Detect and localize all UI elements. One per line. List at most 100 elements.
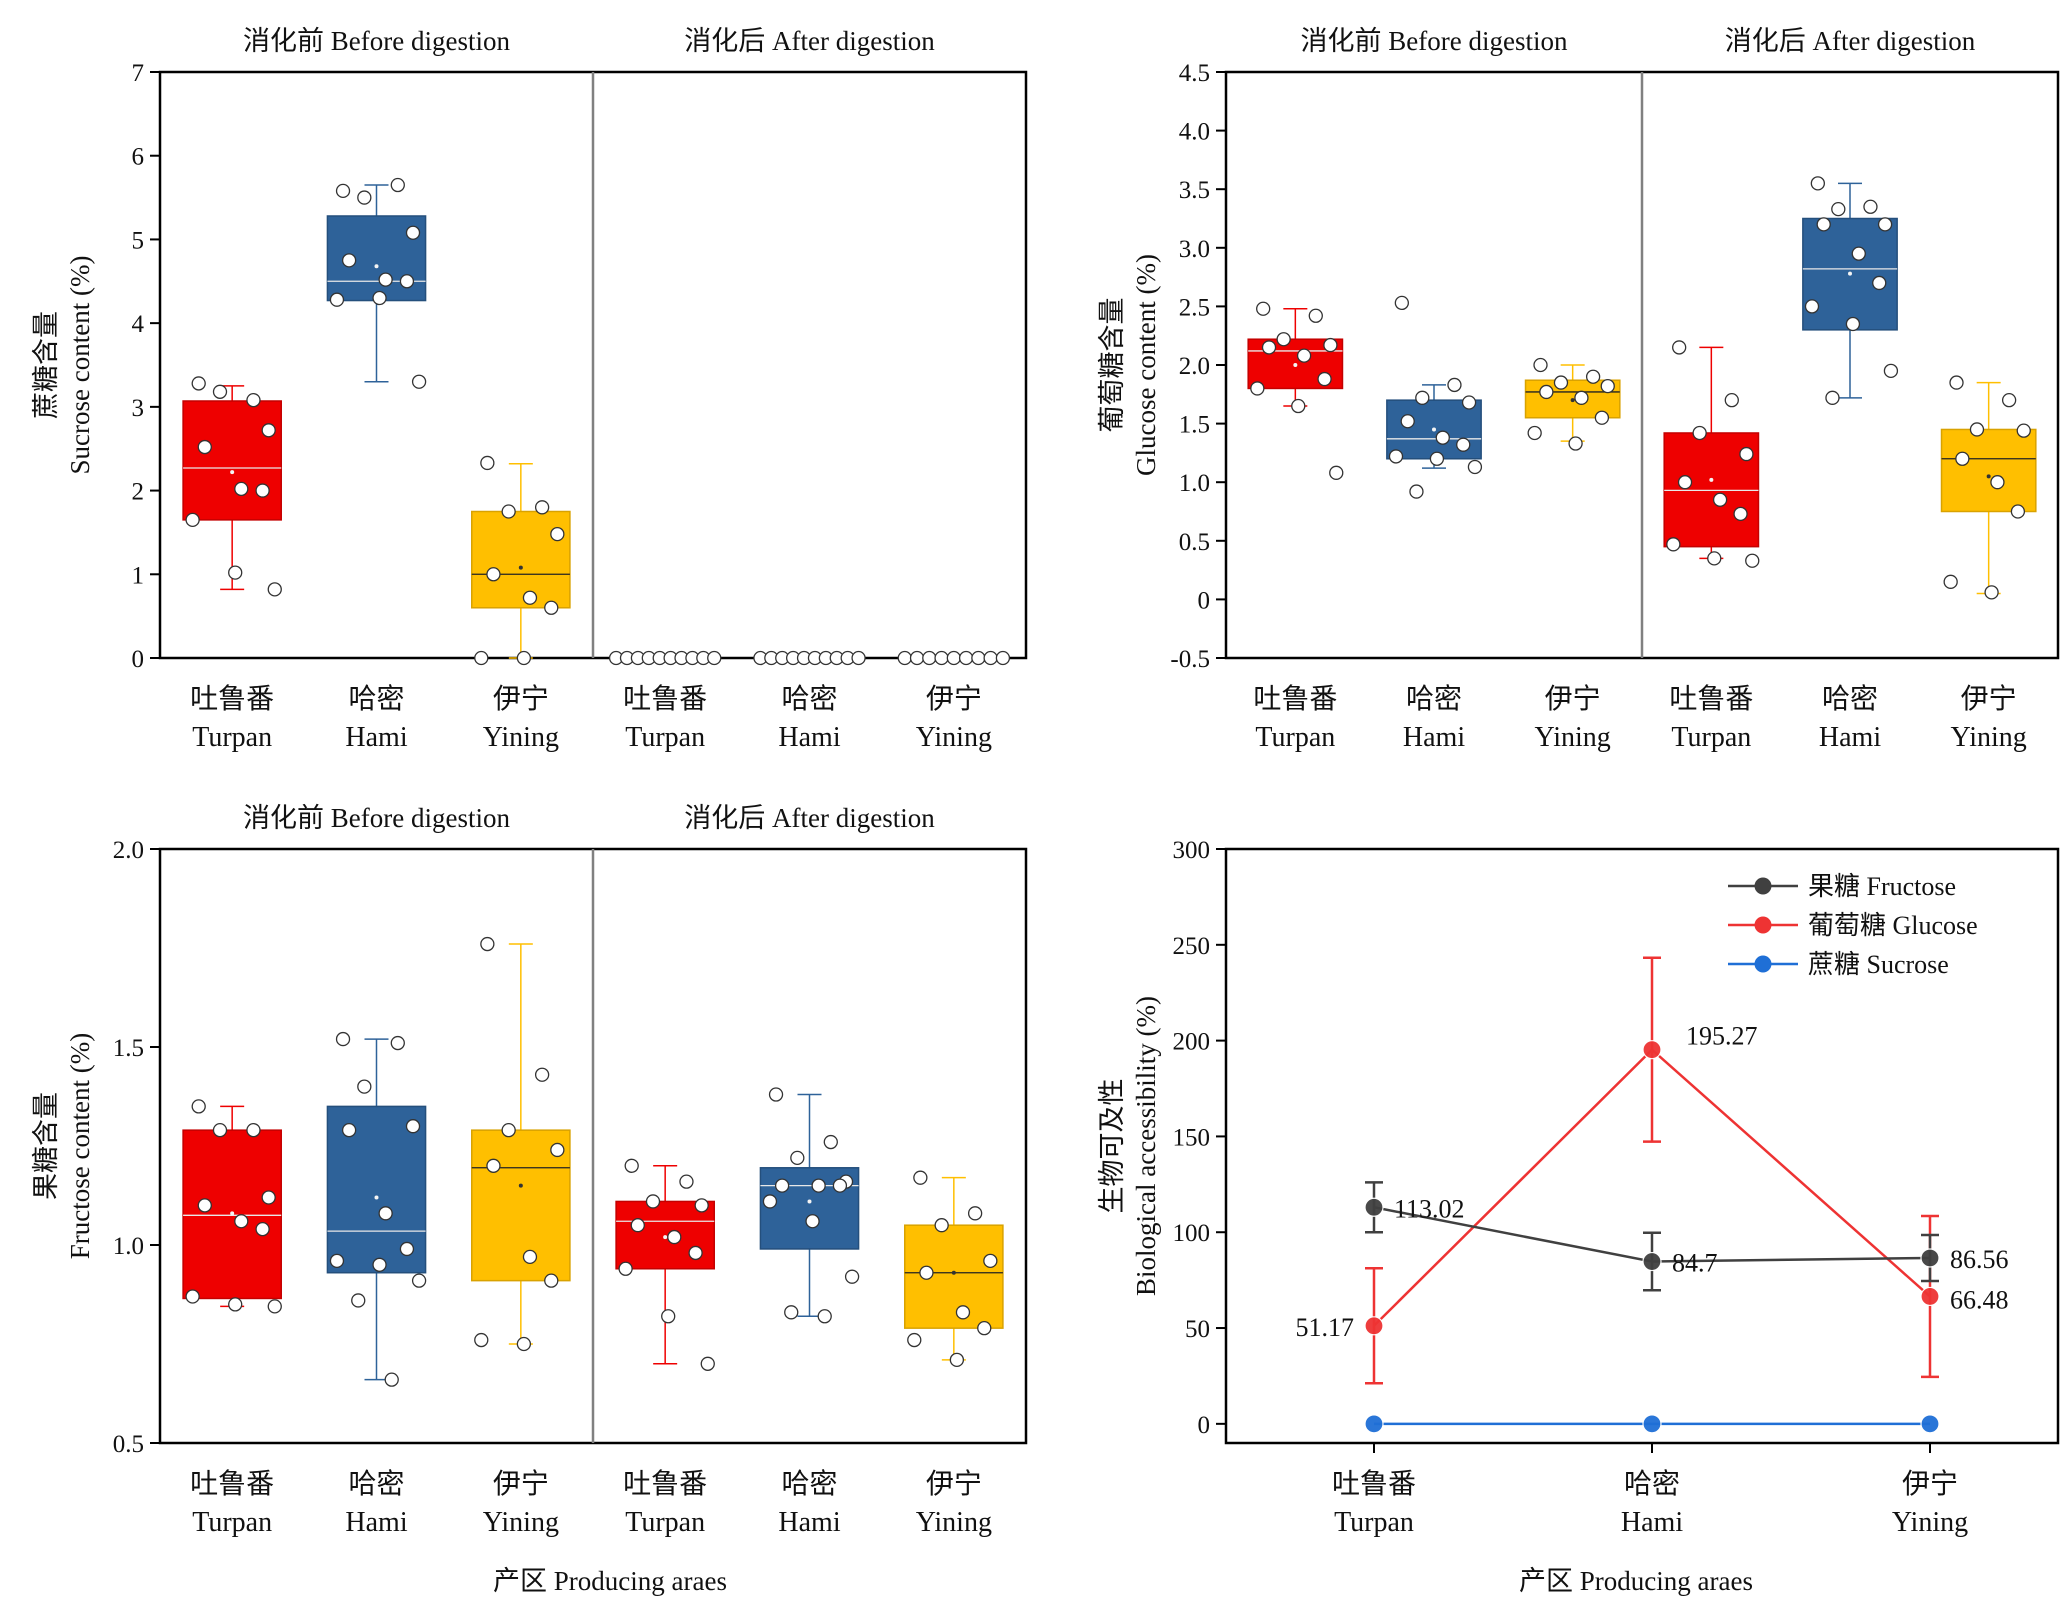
- data-point: [1447, 377, 1462, 393]
- box-mean: [230, 470, 235, 475]
- x-tick-label-cn: 伊宁: [926, 1468, 982, 1500]
- box-mean: [1848, 271, 1852, 276]
- x-tick-label-cn: 吐鲁番: [623, 683, 707, 715]
- x-tick-label-en: Yining: [916, 722, 992, 753]
- data-point: [1724, 393, 1739, 408]
- data-point: [768, 1087, 784, 1102]
- data-point: [544, 1273, 559, 1288]
- data-point: [411, 374, 427, 389]
- data-point: [1585, 369, 1601, 384]
- y-tick-label: 200: [1173, 1029, 1211, 1056]
- y-tick-label: 6: [132, 144, 145, 171]
- data-point: [1672, 340, 1687, 355]
- data-point: [1415, 390, 1430, 405]
- data-point: [1677, 475, 1693, 490]
- y-axis-title-en: Fructose content (%): [65, 1033, 95, 1259]
- series-point: [1642, 1040, 1662, 1060]
- data-point: [522, 1249, 538, 1265]
- series-point: [1920, 1248, 1940, 1268]
- legend-label: 果糖 Fructose: [1808, 872, 1956, 901]
- data-point: [832, 1178, 848, 1193]
- legend-label: 葡萄糖 Glucose: [1808, 911, 1978, 940]
- y-axis-title-cn: 生物可及性: [1097, 1079, 1127, 1214]
- box-iqr: [1940, 428, 2037, 513]
- data-point: [246, 393, 261, 408]
- box-group-turpan: 吐鲁番 Turpan: [615, 1158, 715, 1538]
- data-point: [995, 650, 1011, 666]
- x-tick-label-cn: 吐鲁番: [1332, 1468, 1416, 1500]
- data-point: [1291, 398, 1306, 414]
- y-axis-title-cn: 果糖含量: [31, 1092, 61, 1200]
- y-tick-label: 4.5: [1179, 60, 1210, 87]
- data-point: [544, 600, 559, 615]
- data-point: [255, 483, 270, 498]
- data-point: [267, 1299, 282, 1314]
- data-point: [688, 1245, 703, 1261]
- data-point: [399, 1241, 415, 1257]
- box-group-yining: 伊宁 Yining: [471, 455, 571, 753]
- data-point: [185, 1289, 200, 1304]
- series-glucose_line: 51.17 195.27 66.48: [1296, 956, 2009, 1385]
- data-point: [934, 1218, 949, 1233]
- data-point: [851, 650, 866, 666]
- y-tick-label: 2.0: [1179, 353, 1210, 380]
- box-group-turpan: 吐鲁番 Turpan: [608, 650, 722, 753]
- y-axis-title-en: Biological accessibility (%): [1131, 996, 1161, 1296]
- legend-marker: [1754, 916, 1772, 934]
- data-point: [1692, 425, 1707, 441]
- data-label: 66.48: [1950, 1285, 2009, 1314]
- data-point: [351, 1293, 366, 1308]
- y-axis-title-en: Glucose content (%): [1131, 254, 1161, 476]
- data-point: [1739, 446, 1754, 462]
- data-point: [474, 1332, 489, 1348]
- x-tick-label-en: Yining: [483, 722, 559, 753]
- data-point: [390, 1035, 405, 1051]
- section-title-before: 消化前 Before digestion: [1301, 26, 1568, 56]
- section-title-after: 消化后 After digestion: [684, 26, 935, 56]
- data-point: [474, 650, 489, 666]
- data-point: [357, 1079, 372, 1094]
- data-point: [1666, 537, 1681, 552]
- data-point: [618, 1261, 633, 1276]
- x-tick-label-cn: 哈密: [1822, 683, 1878, 715]
- y-tick-label: 300: [1173, 837, 1211, 864]
- y-tick-label: 1: [132, 562, 145, 589]
- data-point: [1317, 371, 1332, 387]
- data-point: [1296, 348, 1312, 363]
- data-point: [983, 1253, 998, 1268]
- data-point: [1409, 484, 1424, 499]
- x-axis-title-bottom-left: 产区 Producing araes: [493, 1566, 727, 1596]
- data-point: [1707, 551, 1722, 566]
- x-tick-label-cn: 伊宁: [1545, 683, 1601, 715]
- x-tick-label-en: Yining: [916, 1507, 992, 1538]
- data-point: [1400, 414, 1415, 429]
- data-point: [191, 1099, 206, 1114]
- data-point: [909, 650, 925, 666]
- box-mean: [518, 1183, 523, 1188]
- data-point: [1250, 381, 1265, 396]
- y-axis-title-cn: 蔗糖含量: [31, 311, 61, 419]
- data-point: [234, 1214, 249, 1229]
- data-point: [679, 1174, 694, 1189]
- x-tick-label-cn: 吐鲁番: [1669, 683, 1753, 715]
- legend-marker: [1754, 877, 1772, 895]
- data-point: [630, 1218, 645, 1233]
- data-point: [1712, 492, 1728, 507]
- data-point: [1456, 437, 1471, 452]
- data-point: [1574, 390, 1589, 405]
- x-tick-label-cn: 吐鲁番: [190, 683, 274, 715]
- y-tick-label: 1.0: [113, 1233, 144, 1260]
- box-group-turpan: 吐鲁番 Turpan: [182, 376, 282, 753]
- box-mean: [1432, 427, 1436, 432]
- data-point: [971, 650, 986, 666]
- data-point: [667, 1229, 682, 1245]
- data-point: [1467, 459, 1483, 475]
- data-point: [185, 512, 200, 528]
- y-tick-label: 2.0: [113, 837, 144, 864]
- data-point: [1594, 410, 1610, 425]
- y-tick-label: 2: [132, 479, 145, 506]
- data-point: [977, 1321, 992, 1336]
- x-tick-label-cn: 吐鲁番: [623, 1468, 707, 1500]
- box-mean: [951, 1270, 956, 1275]
